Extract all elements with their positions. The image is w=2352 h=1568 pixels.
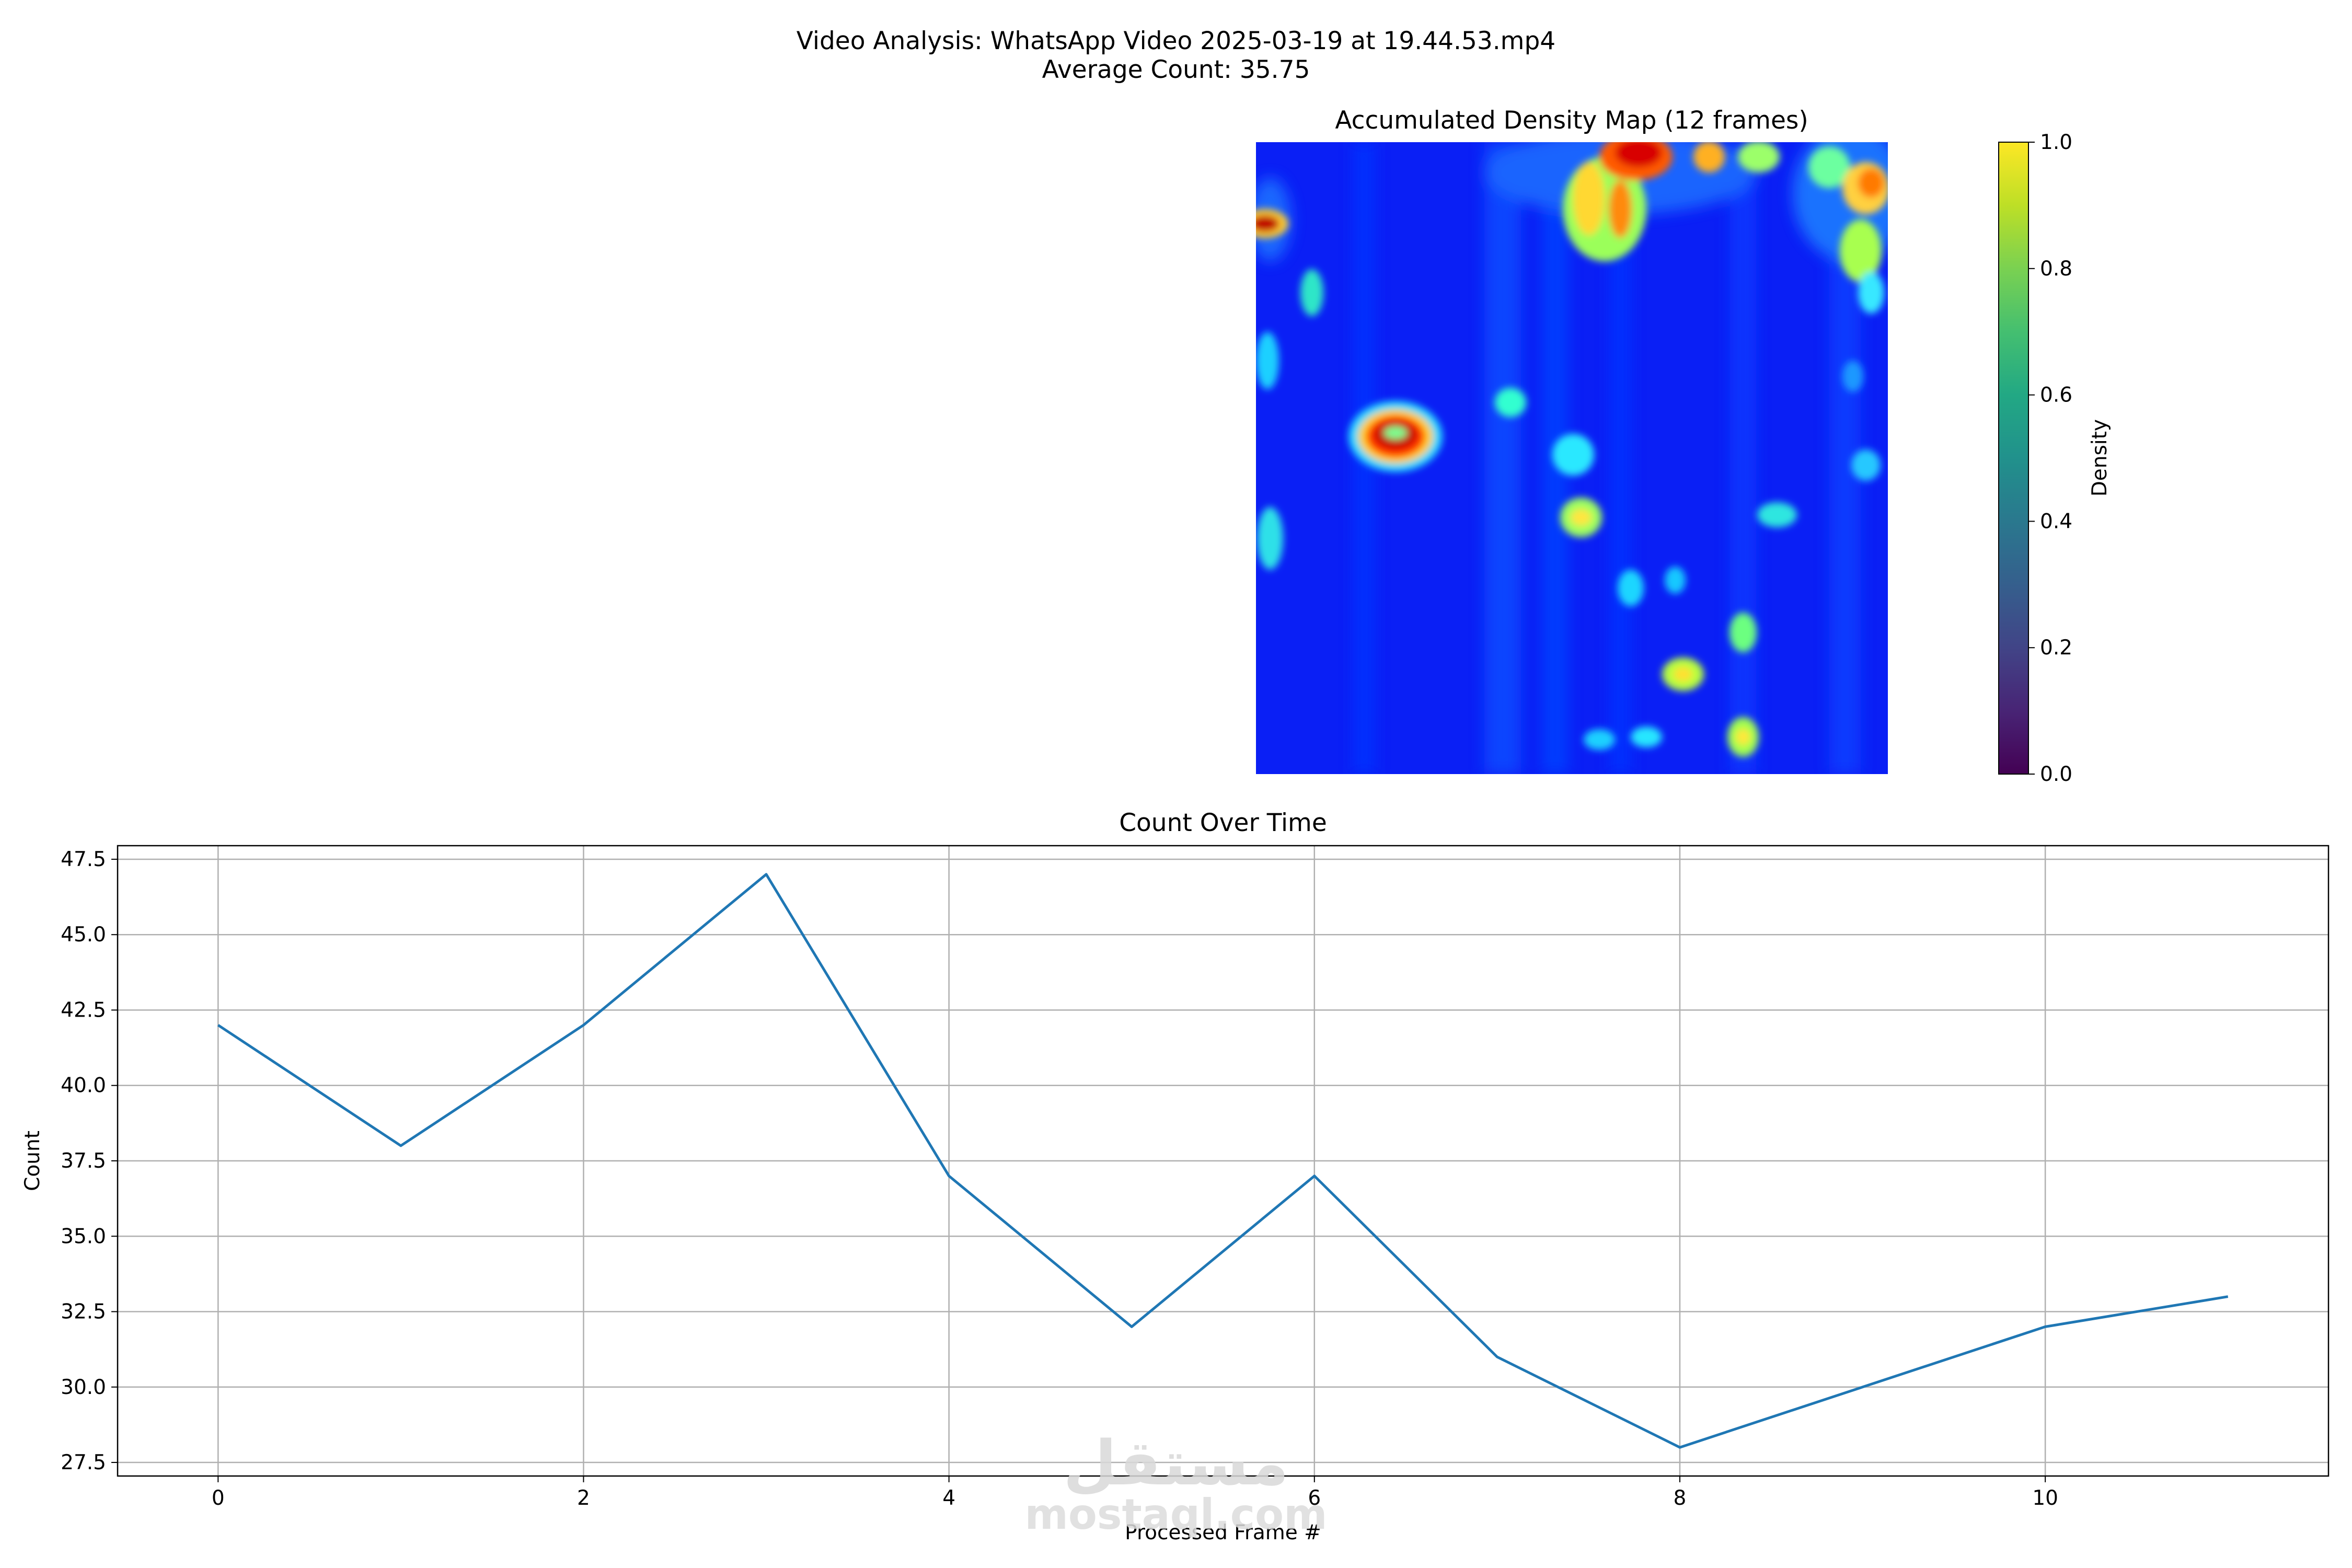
line-chart: Count Over Time 0 2 4 6 8 10 27.5 30.0 32.5 35.0 3…: [21, 809, 2330, 1544]
x-tick-label: 10: [2032, 1486, 2058, 1510]
colorbar-label: Density: [2088, 419, 2112, 497]
colorbar-tick-label: 1.0: [2040, 131, 2072, 154]
y-tick-label: 47.5: [61, 848, 106, 871]
colorbar-tick-label: 0.0: [2040, 763, 2072, 786]
colorbar-gradient: [1998, 142, 2029, 775]
watermark-logo: مستقل: [1063, 1427, 1289, 1499]
colorbar-tick-label: 0.8: [2040, 257, 2072, 281]
x-tick-label: 6: [1308, 1486, 1321, 1510]
y-tick-label: 37.5: [61, 1149, 106, 1173]
y-tick-label: 30.0: [61, 1376, 106, 1399]
colorbar-tick-label: 0.4: [2040, 510, 2072, 533]
y-tick-label: 32.5: [61, 1300, 106, 1324]
x-axis-label: Processed Frame #: [1125, 1521, 1321, 1544]
watermark-url: mostaql.com: [1025, 1490, 1328, 1539]
colorbar: 0.0 0.2 0.4 0.6 0.8 1.0 Density: [1998, 131, 2112, 786]
watermark: مستقل mostaql.com: [1025, 1427, 1328, 1539]
y-axis-label: Count: [21, 1131, 44, 1191]
figure-subtitle: Average Count: 35.75: [1042, 55, 1310, 84]
y-tick-label: 35.0: [61, 1225, 106, 1248]
x-tick-label: 8: [1674, 1486, 1687, 1510]
x-tick-label: 4: [942, 1486, 955, 1510]
y-tick-label: 42.5: [61, 998, 106, 1022]
x-tick-label: 2: [577, 1486, 590, 1510]
heatmap-title: Accumulated Density Map (12 frames): [1335, 106, 1808, 135]
y-tick-label: 40.0: [61, 1074, 106, 1098]
y-tick-label: 27.5: [61, 1451, 106, 1474]
colorbar-tick-label: 0.6: [2040, 384, 2072, 407]
y-tick-label: 45.0: [61, 923, 106, 947]
density-heatmap: [1256, 142, 1888, 774]
figure-title: Video Analysis: WhatsApp Video 2025-03-1…: [797, 27, 1555, 55]
x-tick-label: 0: [212, 1486, 225, 1510]
colorbar-tick-label: 0.2: [2040, 636, 2072, 660]
count-series-line: [217, 873, 2229, 1449]
line-chart-title: Count Over Time: [1119, 809, 1327, 837]
